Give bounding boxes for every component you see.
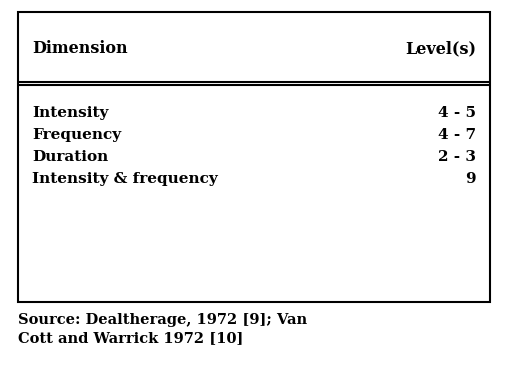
Text: 2 - 3: 2 - 3 [438,150,476,164]
Text: 4 - 5: 4 - 5 [438,106,476,120]
Text: Cott and Warrick 1972 [10]: Cott and Warrick 1972 [10] [18,331,243,345]
Text: Level(s): Level(s) [405,40,476,57]
Text: Frequency: Frequency [32,128,121,142]
Text: Dimension: Dimension [32,40,127,57]
Text: Intensity & frequency: Intensity & frequency [32,172,218,186]
Text: 4 - 7: 4 - 7 [438,128,476,142]
Text: Duration: Duration [32,150,108,164]
Text: Source: Dealtherage, 1972 [9]; Van: Source: Dealtherage, 1972 [9]; Van [18,313,307,327]
Text: Intensity: Intensity [32,106,108,120]
Text: 9: 9 [465,172,476,186]
Bar [18,12,490,302]
